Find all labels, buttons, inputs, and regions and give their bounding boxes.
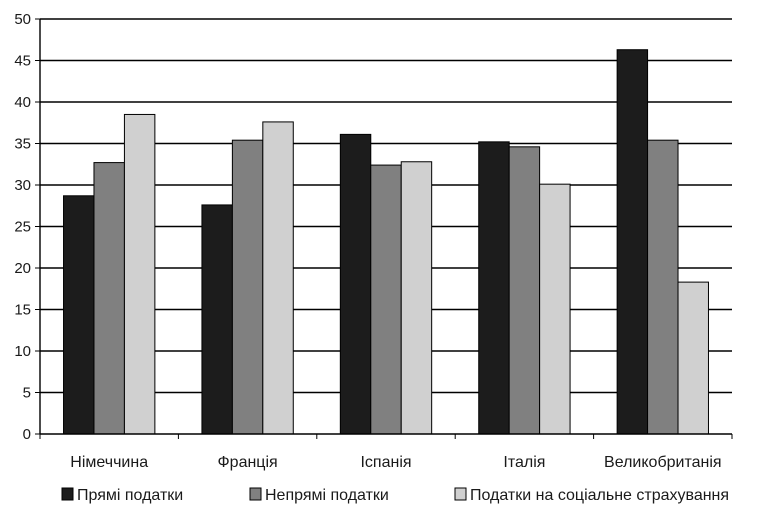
y-tick-label: 10	[14, 343, 31, 360]
bar	[478, 141, 510, 435]
y-tick-label: 0	[23, 426, 31, 443]
legend-swatch	[249, 487, 262, 501]
bar	[201, 204, 233, 435]
x-category-label: Німеччина	[70, 454, 148, 471]
legend-label: Прямі податки	[77, 487, 183, 504]
bar	[647, 139, 679, 435]
y-tick-label: 15	[14, 302, 31, 319]
y-tick-label: 45	[14, 53, 31, 70]
y-tick-labels: 0 5 10 15 20 25 30 35 40 45 50	[14, 11, 31, 443]
legend-label: Непрямі податки	[265, 487, 389, 504]
bar	[616, 49, 649, 435]
y-tick-label: 35	[14, 136, 31, 153]
y-tick-label: 20	[14, 260, 31, 277]
y-tick-label: 5	[23, 385, 31, 402]
bar	[508, 146, 541, 435]
legend-swatch	[61, 487, 74, 501]
bar	[539, 183, 571, 435]
legend-swatch	[454, 487, 467, 501]
y-tick-label: 25	[14, 219, 31, 236]
bar	[63, 195, 95, 435]
x-category-label: Франція	[218, 454, 278, 471]
x-category-label: Іспанія	[360, 454, 411, 471]
y-tick-label: 50	[14, 11, 31, 28]
bars	[63, 49, 709, 435]
bar	[262, 121, 294, 435]
axes	[35, 18, 733, 439]
bar	[231, 139, 264, 435]
bar	[339, 133, 372, 435]
legend: Прямі податки Непрямі податки Податки на с…	[61, 487, 729, 504]
bar	[677, 281, 709, 435]
bar	[400, 161, 433, 435]
x-category-label: Великобританія	[604, 454, 722, 471]
bar	[93, 162, 125, 435]
y-tick-label: 30	[14, 177, 31, 194]
x-category-label: Італія	[503, 454, 545, 471]
y-tick-label: 40	[14, 94, 31, 111]
legend-label: Податки на соціальне страхування	[470, 487, 729, 504]
bar	[370, 164, 402, 435]
x-category-labels: Німеччина Франція Іспанія Італія Великобрита…	[70, 454, 721, 471]
bar	[123, 113, 156, 435]
